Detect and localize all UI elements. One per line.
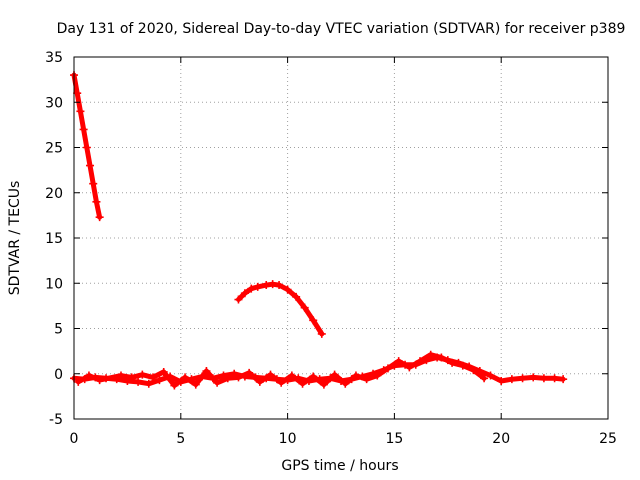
data-point (89, 179, 98, 188)
chart-title: Day 131 of 2020, Sidereal Day-to-day VTE… (57, 21, 626, 37)
series-arc-segment (234, 280, 326, 338)
y-tick-label: 0 (54, 367, 63, 383)
data-point (298, 379, 307, 388)
data-point (330, 370, 339, 379)
data-point (309, 316, 318, 325)
data-point (92, 197, 101, 206)
data-point (362, 375, 371, 384)
data-point (202, 367, 211, 376)
data-point (76, 107, 85, 116)
x-axis-ticks: 0 5 10 15 20 25 (70, 57, 617, 447)
data-point (529, 373, 538, 382)
data-point (394, 357, 403, 366)
y-tick-label: 25 (45, 141, 63, 157)
data-point (181, 373, 190, 382)
data-point (223, 374, 232, 383)
y-tick-label: 5 (54, 322, 63, 338)
x-tick-label: 20 (492, 431, 510, 447)
data-point (497, 376, 506, 385)
data-point (507, 375, 516, 384)
data-point (317, 329, 326, 338)
data-point (73, 89, 82, 98)
x-axis-label: GPS time / hours (281, 458, 398, 474)
data-point (275, 281, 284, 290)
x-tick-label: 15 (385, 431, 403, 447)
series-steep-descent-segment (70, 71, 104, 222)
data-point (84, 371, 93, 380)
data-point (416, 357, 425, 366)
data-point (341, 379, 350, 388)
data-point (383, 364, 392, 373)
data-point (287, 371, 296, 380)
data-point (240, 289, 249, 298)
data-point (149, 373, 158, 382)
data-point (79, 125, 88, 134)
data-point (480, 374, 489, 383)
data-point (373, 371, 382, 380)
data-point (144, 379, 153, 388)
data-point (234, 295, 243, 304)
data-point (95, 213, 104, 222)
data-point (159, 367, 168, 376)
data-point (134, 377, 143, 386)
data-point (309, 372, 318, 381)
data-point (127, 373, 136, 382)
data-point (170, 381, 179, 390)
data-point (405, 363, 414, 372)
y-axis-label: SDTVAR / TECUs (7, 181, 23, 296)
data-point (437, 353, 446, 362)
data-point (245, 368, 254, 377)
data-point (426, 350, 435, 359)
y-tick-label: 10 (45, 276, 63, 292)
data-point (539, 374, 548, 383)
data-point (82, 143, 91, 152)
data-point (486, 371, 495, 380)
data-point (292, 292, 301, 301)
data-point (266, 370, 275, 379)
y-tick-label: 35 (45, 50, 63, 66)
series-baseline-companion (74, 350, 489, 390)
x-tick-label: 25 (599, 431, 617, 447)
data-points (70, 71, 568, 390)
data-point (255, 377, 264, 386)
x-tick-label: 5 (176, 431, 185, 447)
data-point (95, 376, 104, 385)
data-point (300, 303, 309, 312)
data-point (550, 374, 559, 383)
data-point (213, 378, 222, 387)
data-point (469, 366, 478, 375)
y-tick-label: 15 (45, 231, 63, 247)
data-point (458, 361, 467, 370)
data-point (518, 374, 527, 383)
data-point (247, 284, 256, 293)
data-point (262, 281, 271, 290)
data-point (277, 378, 286, 387)
data-point (253, 282, 262, 291)
data-point (351, 371, 360, 380)
data-point (234, 373, 243, 382)
x-tick-label: 0 (70, 431, 79, 447)
data-point (268, 280, 277, 289)
data-point (191, 380, 200, 389)
data-point (86, 161, 95, 170)
data-point (283, 285, 292, 294)
y-tick-label: 20 (45, 186, 63, 202)
data-point (74, 377, 83, 386)
grid-lines (74, 57, 608, 419)
series-band (75, 352, 487, 388)
data-point (138, 370, 147, 379)
data-point (116, 371, 125, 380)
data-point (319, 380, 328, 389)
data-point (448, 358, 457, 367)
y-tick-label: 30 (45, 95, 63, 111)
x-tick-label: 10 (279, 431, 297, 447)
data-point (155, 376, 164, 385)
data-point (559, 375, 568, 384)
y-tick-label: -5 (49, 412, 63, 428)
y-axis-ticks: -5 0 5 10 15 20 25 30 35 (45, 50, 608, 428)
